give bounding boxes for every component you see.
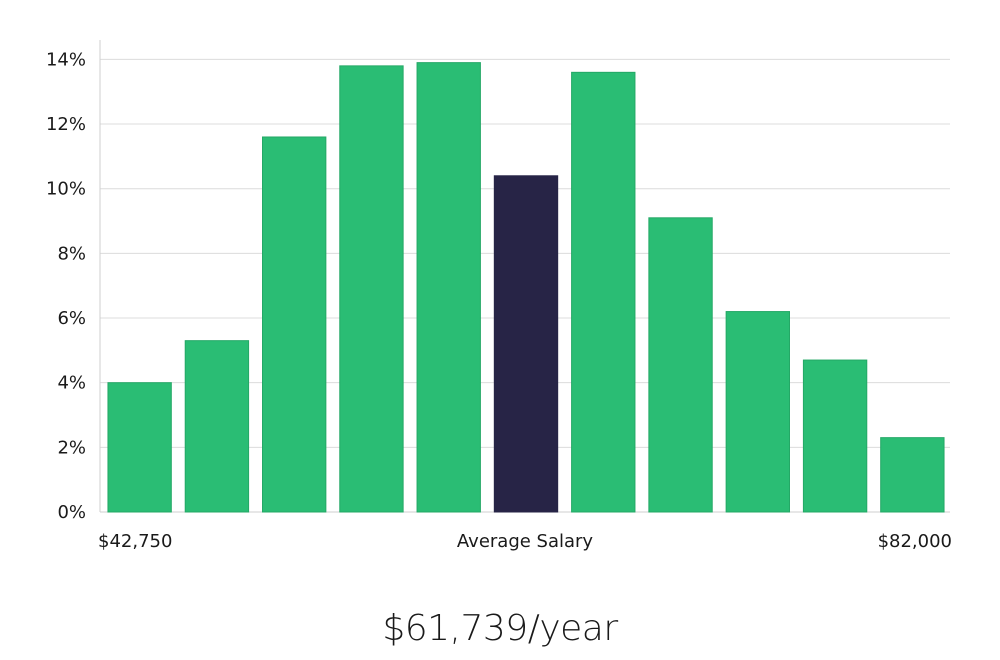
- bar: [262, 136, 327, 513]
- y-tick-label: 10%: [46, 179, 86, 200]
- bar: [648, 217, 713, 513]
- bar: [880, 437, 945, 513]
- bar: [416, 62, 481, 513]
- x-label-min: $42,750: [98, 531, 172, 552]
- x-label-average: Average Salary: [457, 531, 594, 552]
- salary-total-value: $61,739/year: [382, 608, 618, 649]
- bar: [571, 71, 636, 513]
- bar: [107, 382, 172, 513]
- y-tick-label: 4%: [57, 373, 86, 394]
- y-tick-label: 12%: [46, 114, 86, 135]
- bar: [339, 65, 404, 513]
- bar: [725, 311, 790, 513]
- bar-average-salary: [493, 175, 559, 513]
- bar: [802, 359, 868, 513]
- y-tick-label: 14%: [46, 49, 86, 70]
- y-tick-label: 8%: [57, 243, 86, 264]
- y-tick-label: 6%: [57, 308, 86, 329]
- x-label-max: $82,000: [878, 531, 952, 552]
- chart-svg: 0% 2% 4% 6% 8% 10% 12% 14% $42,750 Average Salary…: [46, 40, 952, 552]
- bar: [184, 340, 250, 513]
- y-tick-label: 0%: [57, 502, 86, 523]
- salary-histogram-chart: 0% 2% 4% 6% 8% 10% 12% 14% $42,750 Average Salary…: [46, 40, 952, 552]
- y-tick-label: 2%: [57, 437, 86, 458]
